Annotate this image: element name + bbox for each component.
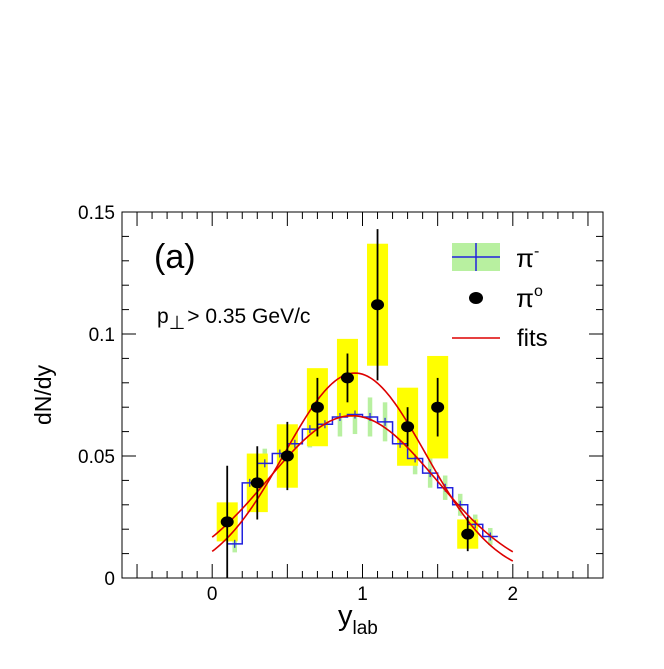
y-axis-title: dN/dy <box>30 364 56 425</box>
pi-zero-point-1 <box>250 477 264 489</box>
pt-cut-suffix: > 0.35 GeV/c <box>187 305 310 328</box>
pi-zero-point-3 <box>310 401 324 413</box>
legend: π- πo fits <box>452 243 548 352</box>
pi-minus-step-line <box>227 413 498 545</box>
pi-zero-markers <box>220 299 475 540</box>
axis-ticks <box>122 211 603 579</box>
pi-zero-point-4 <box>340 372 354 384</box>
pi-zero-point-2 <box>280 450 294 462</box>
pi-zero-point-0 <box>220 516 234 528</box>
x-axis-title: ylab <box>338 600 378 639</box>
pi-minus-systematic-bands <box>232 395 493 553</box>
panel-label: (a) <box>154 238 196 276</box>
x-axis-title-main: y <box>338 600 353 632</box>
y-tick-label-1: 0.05 <box>78 447 115 468</box>
tick-labels: 0 1 2 0 0.05 0.1 0.15 <box>78 203 518 605</box>
x-tick-label-1: 1 <box>357 584 368 605</box>
legend-entry-pi-minus: π- <box>452 243 539 273</box>
pi-zero-point-6 <box>401 421 415 433</box>
x-tick-label-0: 0 <box>207 584 218 605</box>
pt-cut-prefix: p <box>157 305 169 328</box>
y-tick-label-0: 0 <box>104 569 115 590</box>
pt-cut-subscript: ⊥ <box>169 313 186 334</box>
fit_pi_zero-curve <box>211 372 514 562</box>
legend-pi-zero-marker <box>469 292 483 304</box>
pt-cut-annotation: p⊥> 0.35 GeV/c <box>157 305 310 334</box>
legend-pi-minus-label: π- <box>516 243 539 273</box>
legend-pi-zero-label: πo <box>516 283 543 313</box>
legend-fits-label: fits <box>517 325 548 352</box>
pi-zero-point-8 <box>461 528 475 540</box>
x-tick-label-2: 2 <box>508 584 519 605</box>
y-tick-label-2: 0.1 <box>89 325 115 346</box>
legend-entry-pi-zero: πo <box>469 283 543 313</box>
pi-zero-point-7 <box>431 401 445 413</box>
pi-zero-point-5 <box>371 299 385 311</box>
legend-entry-fits: fits <box>452 325 548 352</box>
y-tick-label-3: 0.15 <box>78 203 115 224</box>
x-axis-title-sub: lab <box>353 618 378 639</box>
